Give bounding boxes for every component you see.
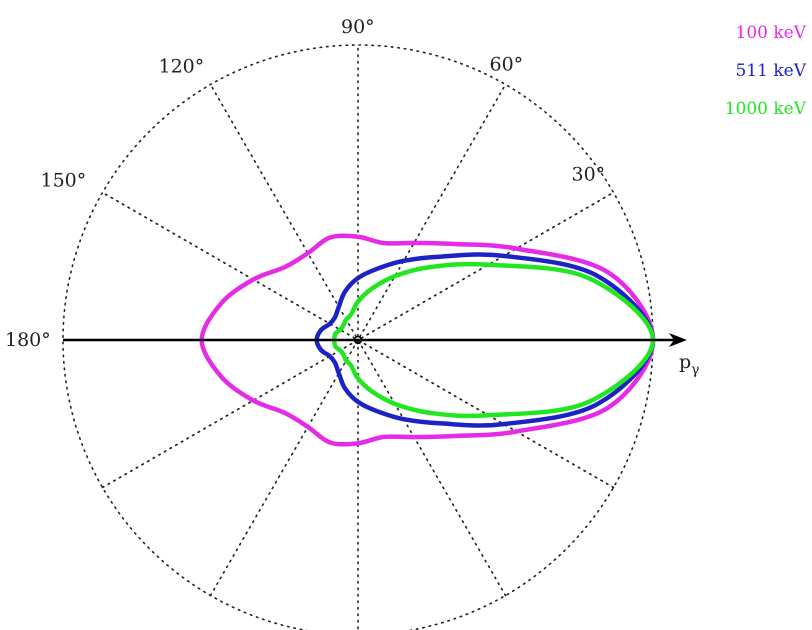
angle-label-90: 90° — [341, 16, 375, 38]
legend-entry-511-kev: 511 keV — [736, 61, 807, 81]
angle-labels: 30° 60° 90° 120° 150° 180° — [5, 16, 605, 351]
grid-spoke-150 — [101, 191, 615, 489]
grid-spoke-30 — [101, 191, 615, 489]
angle-label-60: 60° — [490, 54, 524, 76]
polar-grid — [62, 44, 654, 630]
angle-label-150: 150° — [41, 170, 87, 192]
radial-axis-label: pγ — [679, 351, 700, 378]
legend-entry-1000-kev: 1000 keV — [725, 99, 807, 119]
angle-label-30: 30° — [572, 164, 606, 186]
angle-label-120: 120° — [159, 56, 205, 78]
origin-marker — [353, 335, 363, 345]
axis-layer: pγ — [63, 333, 700, 378]
radial-axis-label-main: p — [679, 351, 691, 373]
legend: 100 keV 511 keV 1000 keV — [725, 23, 807, 119]
angle-label-180: 180° — [5, 329, 51, 351]
grid-spoke-120 — [209, 83, 507, 597]
grid-spoke-60 — [209, 83, 507, 597]
axis-arrowhead — [669, 333, 687, 347]
legend-entry-100-kev: 100 keV — [736, 23, 807, 43]
radial-axis-label-sub: γ — [691, 362, 699, 378]
